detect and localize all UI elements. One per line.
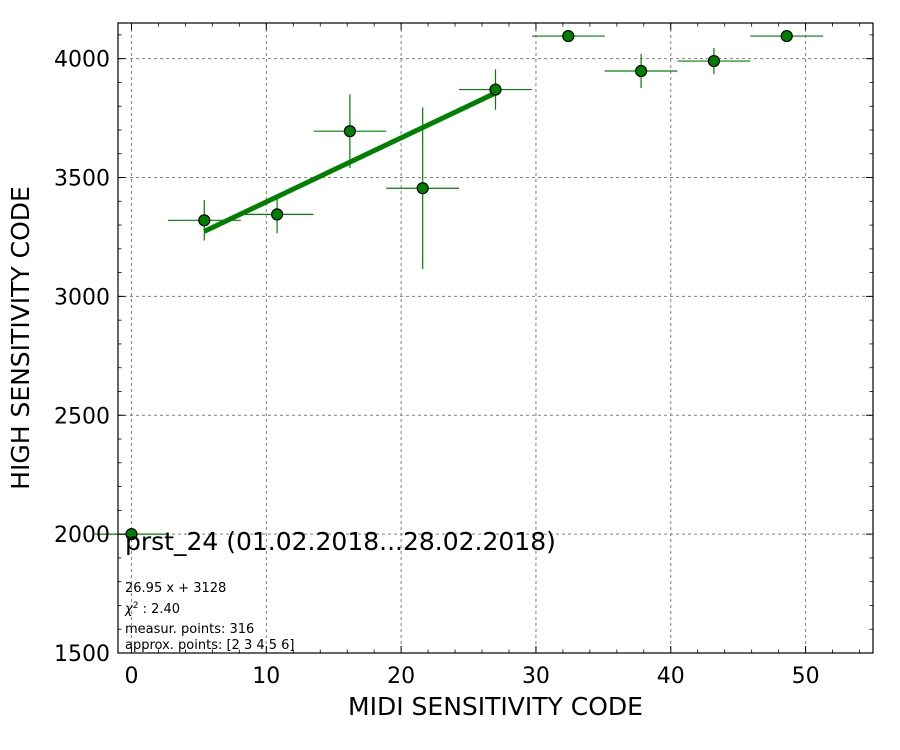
x-axis-title: MIDI SENSITIVITY CODE [348,692,643,721]
data-point [489,83,502,96]
y-tick-label: 3000 [54,285,110,310]
data-point [198,214,211,227]
points-layer [95,29,824,541]
y-tick-label: 1500 [54,642,110,667]
grid-layer [118,23,873,654]
annotation-fit-equation: 26.95 x + 3128 [125,581,226,596]
annotation-chi2: χ2 : 2.40 [124,601,180,617]
data-point [707,54,721,68]
data-point [270,208,284,221]
data-point [562,29,575,43]
y-axis-title: HIGH SENSITIVITY CODE [6,186,35,490]
x-tick-label: 10 [252,664,280,689]
data-point-group [459,69,532,110]
data-point [780,29,793,43]
x-tick-label: 30 [522,664,550,689]
plot-frame [117,22,874,654]
x-tick-label: 20 [387,664,415,689]
data-point-group [677,47,751,75]
data-point [343,125,356,138]
x-tick-label: 0 [124,664,138,689]
y-tick-label: 4000 [54,48,110,73]
data-point-group [531,29,605,43]
y-tick-label: 3500 [54,167,110,192]
x-tick-label: 50 [792,664,820,689]
annotation-measur-points: measur. points: 316 [125,622,254,637]
annotation-approx-points: approx. points: [2 3 4 5 6] [125,638,295,653]
data-point-group [313,94,387,169]
data-point-group [167,200,241,241]
data-point [635,64,648,78]
data-point [125,528,138,541]
data-point-group [240,195,314,234]
ticks-layer: 0 10 20 30 40 50 1500 2000 2500 3000 3500 4000 [54,23,873,689]
y-tick-label: 2500 [54,404,110,429]
x-tick-label: 40 [657,664,685,689]
y-tick-label: 2000 [54,523,110,548]
data-point-group [604,53,678,89]
data-point-group [95,528,168,541]
data-point-group [386,107,460,270]
data-point-group [750,29,824,43]
data-point [416,182,429,195]
annotation-chi2-value: 2.40 [151,602,180,617]
annotation-title: prst_24 (01.02.2018...28.02.2018) [125,527,556,556]
